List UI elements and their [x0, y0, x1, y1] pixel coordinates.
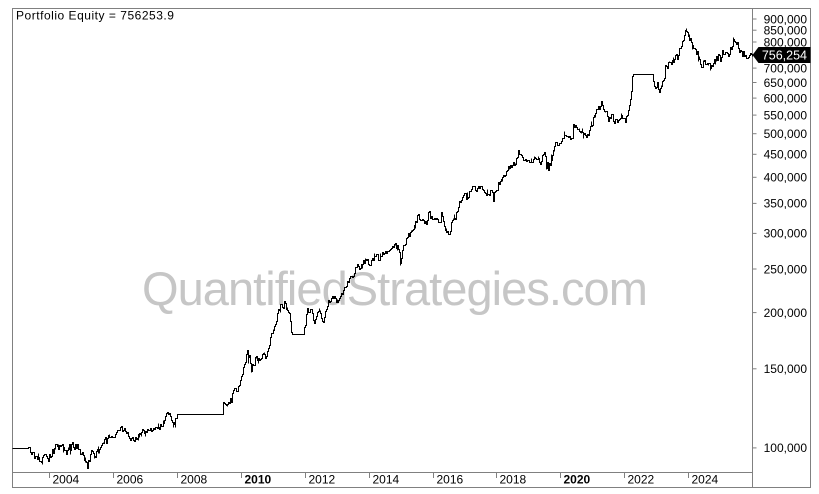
svg-text:700,000: 700,000 [764, 61, 808, 75]
svg-text:350,000: 350,000 [764, 197, 808, 211]
svg-text:2016: 2016 [437, 473, 464, 487]
svg-text:650,000: 650,000 [764, 76, 808, 90]
svg-text:Portfolio Equity = 756253.9: Portfolio Equity = 756253.9 [16, 9, 174, 23]
svg-text:500,000: 500,000 [764, 127, 808, 141]
svg-text:550,000: 550,000 [764, 108, 808, 122]
svg-text:100,000: 100,000 [764, 441, 808, 455]
svg-text:2014: 2014 [373, 473, 400, 487]
svg-text:2006: 2006 [117, 473, 144, 487]
svg-text:2012: 2012 [309, 473, 336, 487]
svg-text:450,000: 450,000 [764, 148, 808, 162]
svg-text:300,000: 300,000 [764, 227, 808, 241]
svg-text:150,000: 150,000 [764, 362, 808, 376]
svg-text:756,254: 756,254 [762, 48, 807, 62]
svg-text:600,000: 600,000 [764, 91, 808, 105]
svg-text:2018: 2018 [500, 473, 527, 487]
svg-text:900,000: 900,000 [764, 12, 808, 26]
svg-text:400,000: 400,000 [764, 171, 808, 185]
svg-text:2022: 2022 [628, 473, 655, 487]
svg-text:2024: 2024 [692, 473, 719, 487]
svg-text:2020: 2020 [564, 473, 591, 487]
svg-text:200,000: 200,000 [764, 306, 808, 320]
svg-text:2010: 2010 [245, 473, 272, 487]
svg-text:2008: 2008 [181, 473, 208, 487]
svg-text:800,000: 800,000 [764, 35, 808, 49]
svg-text:QuantifiedStrategies.com: QuantifiedStrategies.com [142, 262, 647, 315]
svg-text:850,000: 850,000 [764, 24, 808, 38]
svg-text:250,000: 250,000 [764, 262, 808, 276]
svg-text:2004: 2004 [53, 473, 80, 487]
